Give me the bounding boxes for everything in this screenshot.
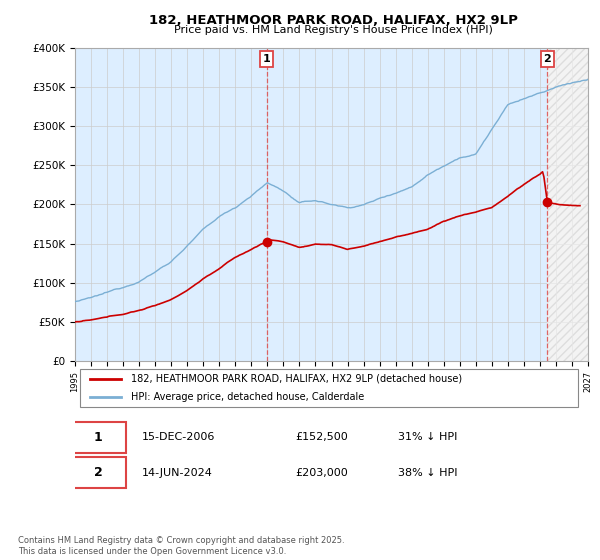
Text: £152,500: £152,500 — [296, 432, 349, 442]
FancyBboxPatch shape — [70, 458, 127, 488]
Text: £203,000: £203,000 — [296, 468, 349, 478]
Bar — [547, 48, 588, 361]
Text: 14-JUN-2024: 14-JUN-2024 — [142, 468, 212, 478]
Text: 1: 1 — [94, 431, 103, 444]
Text: 1: 1 — [263, 54, 271, 64]
Bar — [547, 48, 588, 361]
Text: Contains HM Land Registry data © Crown copyright and database right 2025.
This d: Contains HM Land Registry data © Crown c… — [18, 536, 344, 556]
Text: 182, HEATHMOOR PARK ROAD, HALIFAX, HX2 9LP (detached house): 182, HEATHMOOR PARK ROAD, HALIFAX, HX2 9… — [131, 374, 463, 384]
Text: Price paid vs. HM Land Registry's House Price Index (HPI): Price paid vs. HM Land Registry's House … — [173, 25, 493, 35]
Text: HPI: Average price, detached house, Calderdale: HPI: Average price, detached house, Cald… — [131, 392, 365, 402]
Text: 2: 2 — [94, 466, 103, 479]
Text: 38% ↓ HPI: 38% ↓ HPI — [398, 468, 458, 478]
Text: 31% ↓ HPI: 31% ↓ HPI — [398, 432, 458, 442]
Text: 15-DEC-2006: 15-DEC-2006 — [142, 432, 215, 442]
Bar — [547, 48, 588, 361]
Bar — [547, 48, 588, 361]
FancyBboxPatch shape — [70, 422, 127, 452]
FancyBboxPatch shape — [80, 369, 578, 407]
Text: 182, HEATHMOOR PARK ROAD, HALIFAX, HX2 9LP: 182, HEATHMOOR PARK ROAD, HALIFAX, HX2 9… — [149, 14, 517, 27]
Text: 2: 2 — [544, 54, 551, 64]
